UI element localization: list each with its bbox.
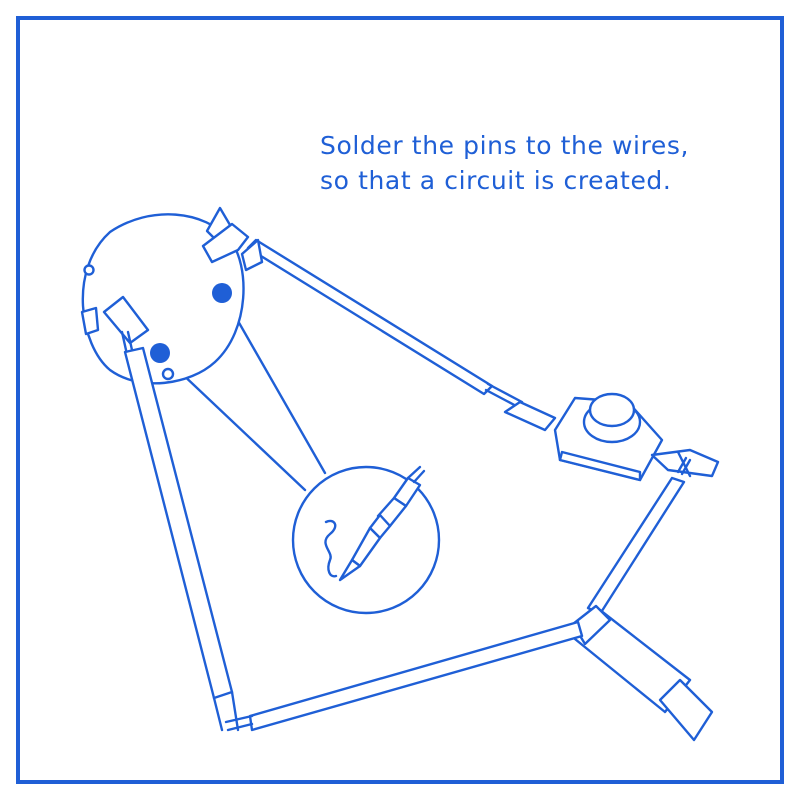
solder-point-lower	[150, 343, 170, 363]
wire-right	[588, 458, 690, 614]
push-button-switch-icon	[555, 394, 718, 480]
solder-point-upper	[212, 283, 232, 303]
wire-left	[122, 332, 238, 730]
battery-holder-icon	[570, 606, 712, 740]
wire-bottom	[226, 622, 582, 730]
magnifier-detail	[293, 467, 439, 613]
wire-upper	[203, 224, 555, 430]
